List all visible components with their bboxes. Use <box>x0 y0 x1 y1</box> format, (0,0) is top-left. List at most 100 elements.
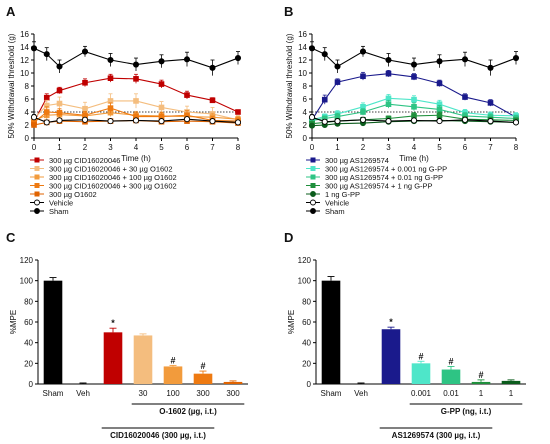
data-point <box>359 48 367 55</box>
data-point <box>56 100 63 107</box>
bracket-outer-label: AS1269574 (300 µg, i.t.) <box>392 431 481 440</box>
data-point <box>359 116 367 123</box>
y-tick-label: 4 <box>25 108 30 117</box>
legend-label: 300 µg O1602 <box>49 190 97 199</box>
legend-label: 1 ng G-PP <box>325 190 360 199</box>
x-tick-label: Sham <box>321 389 342 398</box>
y-axis-label: %MPE <box>287 310 296 334</box>
x-tick-label: Sham <box>43 389 64 398</box>
data-point <box>43 119 50 126</box>
data-point <box>334 79 341 85</box>
legend-label: 300 µg AS1269574 + 0.001 ng G-PP <box>325 165 447 174</box>
series-line <box>311 97 517 121</box>
legend-marker <box>34 174 40 180</box>
legend-label: Vehicle <box>325 199 349 208</box>
legend-marker <box>310 199 316 206</box>
x-tick-label: 100 <box>166 389 180 398</box>
legend-marker <box>34 208 40 214</box>
data-point <box>82 79 88 86</box>
data-point <box>209 64 216 71</box>
x-tick-label: 7 <box>488 143 493 152</box>
data-point <box>385 56 392 64</box>
data-point <box>43 94 50 101</box>
y-tick-label: 0 <box>25 134 30 143</box>
data-point <box>158 104 165 111</box>
y-tick-label: 40 <box>302 339 311 348</box>
y-tick-label: 2 <box>25 121 30 130</box>
series-line <box>33 107 239 123</box>
bar-chart-c: 0 20 40 60 80 100 120 %MPE Sham Veh * 30 #100 #300 300… <box>9 256 248 440</box>
data-point <box>461 116 469 123</box>
legend-marker <box>34 191 40 197</box>
series-line <box>311 103 517 121</box>
legend-label: 300 µg CID16020046 + 30 µg O1602 <box>49 165 173 174</box>
x-tick-label: 2 <box>361 143 366 152</box>
panel-letter-c: C <box>6 230 16 245</box>
data-point <box>360 109 366 115</box>
x-tick-label: 0.001 <box>411 389 432 398</box>
y-tick-label: 80 <box>302 297 311 306</box>
data-point <box>512 55 520 62</box>
data-point <box>43 51 50 58</box>
legend-marker <box>310 174 316 180</box>
x-axis-label: Time (h) <box>399 154 429 163</box>
data-point <box>334 63 341 70</box>
x-tick-label: 4 <box>412 143 417 152</box>
x-tick-label: 8 <box>236 143 241 152</box>
series-line <box>33 47 239 69</box>
y-tick-label: 0 <box>29 380 34 389</box>
data-point <box>410 61 418 68</box>
series-line <box>33 112 239 121</box>
x-tick-label: 0 <box>32 143 37 152</box>
data-point <box>81 116 89 123</box>
legend-marker <box>34 157 40 163</box>
data-point <box>56 63 63 70</box>
x-tick-label: 0 <box>310 143 315 152</box>
x-tick-label: 6 <box>185 143 190 152</box>
y-tick-label: 120 <box>298 256 312 265</box>
x-tick-label: 7 <box>210 143 215 152</box>
data-point <box>411 104 417 110</box>
bar <box>411 363 431 384</box>
data-point <box>436 80 443 87</box>
data-point <box>461 56 469 63</box>
data-point <box>158 81 165 87</box>
data-point <box>234 55 242 62</box>
y-axis-label: 50% Withdrawal threshold (g) <box>285 33 294 138</box>
significance-mark: # <box>418 351 423 361</box>
y-tick-label: 80 <box>24 297 33 306</box>
x-tick-label: 5 <box>159 143 164 152</box>
panel-letter-d: D <box>284 230 293 245</box>
data-point <box>56 117 63 124</box>
series-line <box>311 47 517 69</box>
bar <box>193 373 213 384</box>
data-point <box>436 118 443 125</box>
data-point <box>132 61 140 68</box>
data-point <box>321 51 328 58</box>
data-point <box>183 116 191 123</box>
data-point <box>56 87 63 94</box>
y-tick-label: 10 <box>298 69 307 78</box>
x-tick-label: 300 <box>226 389 240 398</box>
bar <box>501 380 521 384</box>
data-point <box>56 109 63 116</box>
data-point <box>81 48 89 55</box>
y-tick-label: 16 <box>20 30 29 39</box>
bar <box>103 332 123 384</box>
data-point <box>308 114 316 121</box>
y-tick-label: 10 <box>20 69 29 78</box>
data-point <box>235 109 241 115</box>
data-point <box>184 92 190 98</box>
legend-label: 300 µg CID16020046 <box>49 156 120 165</box>
data-point <box>107 105 114 111</box>
x-tick-label: 5 <box>437 143 442 152</box>
x-tick-label: 1 <box>57 143 62 152</box>
bar <box>321 280 341 384</box>
bar <box>441 369 461 384</box>
bar <box>43 280 63 384</box>
bar-chart-d: 0 20 40 60 80 100 120 %MPE Sham Veh * #0.001 #0.01 #1… <box>287 256 526 440</box>
x-tick-label: 6 <box>463 143 468 152</box>
data-point <box>512 119 520 126</box>
data-point <box>436 112 443 119</box>
